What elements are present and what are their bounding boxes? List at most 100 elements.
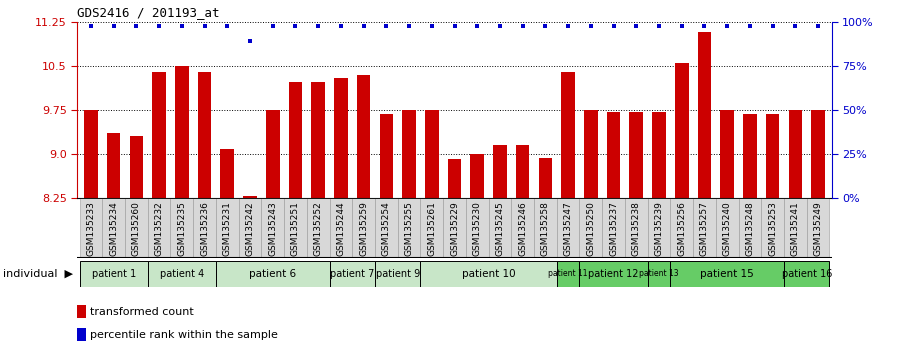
Bar — [470, 154, 484, 198]
Text: individual  ▶: individual ▶ — [3, 269, 73, 279]
Bar — [84, 110, 97, 198]
Bar — [720, 110, 734, 198]
Text: GSM135236: GSM135236 — [200, 201, 209, 256]
Text: GSM135237: GSM135237 — [609, 201, 618, 256]
Bar — [693, 198, 716, 258]
Bar — [465, 198, 489, 258]
Bar — [420, 261, 556, 287]
Text: GSM135247: GSM135247 — [564, 201, 573, 256]
Bar — [556, 261, 580, 287]
Bar — [743, 114, 756, 198]
Bar — [784, 198, 807, 258]
Bar — [129, 136, 143, 198]
Bar — [215, 198, 238, 258]
Bar — [584, 110, 597, 198]
Bar — [125, 198, 147, 258]
Bar — [265, 110, 279, 198]
Text: GDS2416 / 201193_at: GDS2416 / 201193_at — [77, 6, 220, 19]
Text: GSM135250: GSM135250 — [586, 201, 595, 256]
Bar — [652, 112, 665, 198]
Text: GSM135229: GSM135229 — [450, 201, 459, 256]
Text: GSM135245: GSM135245 — [495, 201, 504, 256]
Bar — [147, 198, 171, 258]
Text: GSM135248: GSM135248 — [745, 201, 754, 256]
Bar — [580, 261, 647, 287]
Bar — [175, 66, 188, 198]
Bar — [606, 112, 620, 198]
Bar — [77, 306, 85, 318]
Text: GSM135254: GSM135254 — [382, 201, 391, 256]
Bar — [193, 198, 215, 258]
Text: GSM135230: GSM135230 — [473, 201, 482, 256]
Text: GSM135232: GSM135232 — [155, 201, 164, 256]
Bar — [220, 149, 234, 198]
Bar — [420, 198, 444, 258]
Text: patient 11: patient 11 — [548, 269, 588, 279]
Bar — [352, 198, 375, 258]
Text: GSM135241: GSM135241 — [791, 201, 800, 256]
Bar — [629, 112, 643, 198]
Text: GSM135259: GSM135259 — [359, 201, 368, 256]
Text: GSM135244: GSM135244 — [336, 201, 345, 256]
Text: GSM135234: GSM135234 — [109, 201, 118, 256]
Text: GSM135233: GSM135233 — [86, 201, 95, 256]
Bar — [697, 32, 711, 198]
Bar — [807, 198, 829, 258]
Text: patient 12: patient 12 — [588, 269, 639, 279]
Text: GSM135243: GSM135243 — [268, 201, 277, 256]
Bar — [493, 145, 506, 198]
Text: patient 6: patient 6 — [249, 269, 296, 279]
Text: GSM135240: GSM135240 — [723, 201, 732, 256]
Bar — [647, 198, 670, 258]
Text: percentile rank within the sample: percentile rank within the sample — [91, 330, 278, 340]
Bar — [489, 198, 511, 258]
Text: GSM135261: GSM135261 — [427, 201, 436, 256]
Bar — [197, 72, 211, 198]
Text: GSM135258: GSM135258 — [541, 201, 550, 256]
Text: GSM135251: GSM135251 — [291, 201, 300, 256]
Bar — [215, 261, 329, 287]
Bar — [443, 198, 465, 258]
Bar — [670, 261, 784, 287]
Text: transformed count: transformed count — [91, 307, 195, 317]
Bar — [398, 198, 420, 258]
Bar — [765, 114, 779, 198]
Bar — [80, 198, 102, 258]
Bar — [784, 261, 829, 287]
Bar — [147, 261, 215, 287]
Bar — [106, 133, 120, 198]
Bar — [538, 158, 552, 198]
Bar — [738, 198, 761, 258]
Bar — [80, 261, 147, 287]
Text: patient 4: patient 4 — [160, 269, 204, 279]
Text: GSM135252: GSM135252 — [314, 201, 323, 256]
Text: GSM135256: GSM135256 — [677, 201, 686, 256]
Bar — [425, 110, 438, 198]
Bar — [811, 110, 824, 198]
Text: GSM135231: GSM135231 — [223, 201, 232, 256]
Bar — [307, 198, 330, 258]
Bar — [670, 198, 693, 258]
Text: GSM135242: GSM135242 — [245, 201, 255, 256]
Text: GSM135257: GSM135257 — [700, 201, 709, 256]
Text: patient 9: patient 9 — [375, 269, 420, 279]
Bar — [534, 198, 556, 258]
Bar — [329, 261, 375, 287]
Bar — [511, 198, 534, 258]
Bar — [788, 110, 802, 198]
Bar — [561, 72, 574, 198]
Text: GSM135249: GSM135249 — [814, 201, 823, 256]
Bar — [238, 198, 262, 258]
Text: GSM135260: GSM135260 — [132, 201, 141, 256]
Bar — [171, 198, 193, 258]
Bar — [556, 198, 580, 258]
Text: patient 15: patient 15 — [700, 269, 754, 279]
Text: GSM135255: GSM135255 — [405, 201, 414, 256]
Bar — [761, 198, 784, 258]
Bar — [447, 159, 461, 198]
Bar — [602, 198, 625, 258]
Text: patient 10: patient 10 — [462, 269, 515, 279]
Text: GSM135246: GSM135246 — [518, 201, 527, 256]
Bar — [329, 198, 353, 258]
Text: GSM135235: GSM135235 — [177, 201, 186, 256]
